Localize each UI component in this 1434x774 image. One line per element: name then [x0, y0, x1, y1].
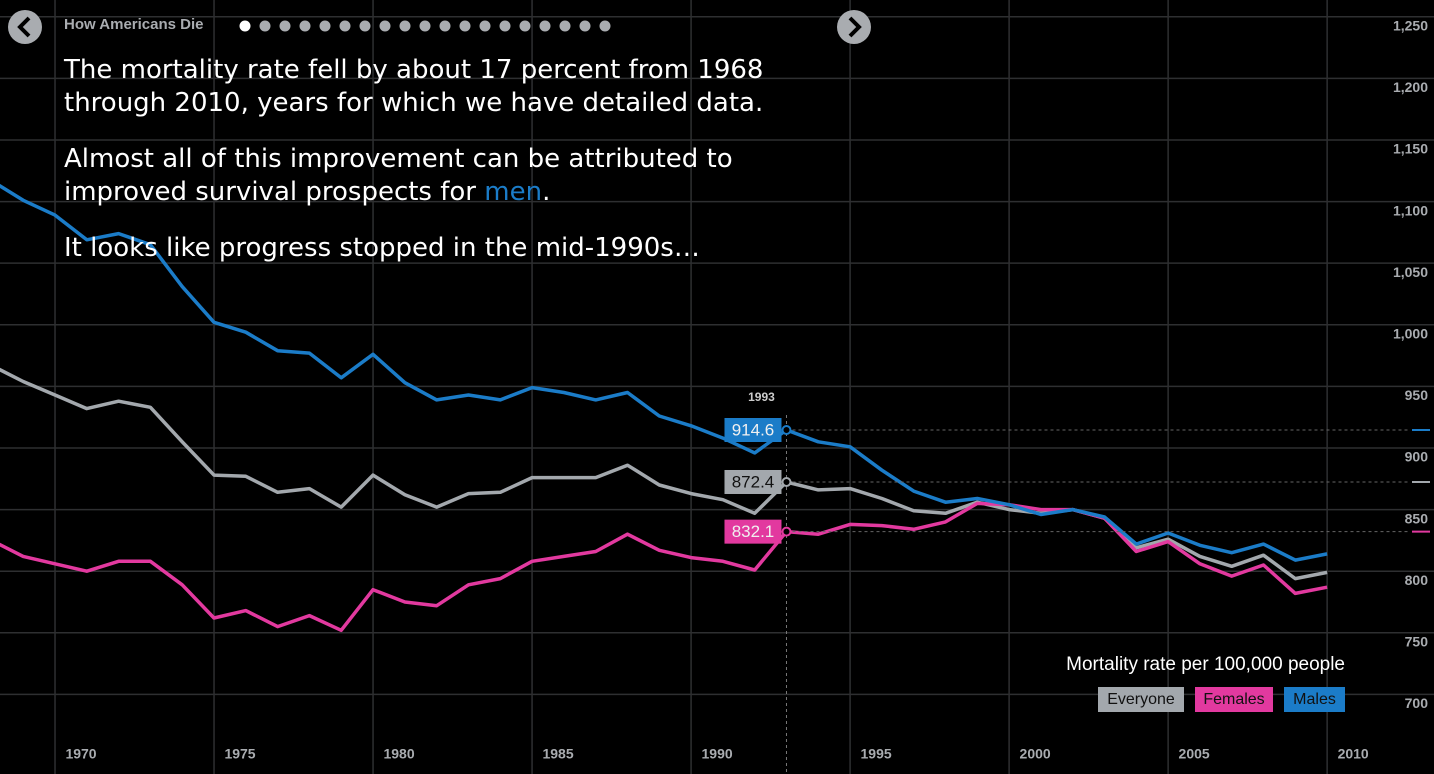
story-title: How Americans Die	[64, 16, 204, 33]
x-tick-label: 2000	[1020, 746, 1051, 762]
step-dot[interactable]	[479, 20, 491, 32]
paragraph-text: men	[484, 177, 543, 207]
y-tick-label: 1,200	[1393, 79, 1428, 95]
step-dot[interactable]	[379, 20, 391, 32]
y-tick-label: 750	[1405, 634, 1429, 650]
step-dot[interactable]	[239, 20, 251, 32]
y-tick-label: 1,100	[1393, 202, 1428, 218]
legend-label: Females	[1203, 691, 1264, 708]
step-dot[interactable]	[259, 20, 271, 32]
legend-swatch[interactable]	[1195, 687, 1273, 712]
y-tick-label: 1,250	[1393, 17, 1428, 33]
series-line	[0, 501, 1328, 633]
legend-swatch[interactable]	[1098, 687, 1184, 712]
overlay: 1993 872.4 832.1 914.6 Mortality rate per 10…	[724, 390, 1430, 774]
x-tick-label: 2005	[1179, 746, 1210, 762]
y-tick-label: 1,000	[1393, 325, 1428, 341]
paragraph: The mortality rate fell by about 17 perc…	[64, 54, 764, 120]
paragraph-text: Almost all of this improvement can be at…	[64, 144, 733, 207]
step-dot[interactable]	[559, 20, 571, 32]
legend-label: Everyone	[1107, 691, 1175, 708]
step-dot[interactable]	[499, 20, 511, 32]
step-dot[interactable]	[399, 20, 411, 32]
y-tick-label: 800	[1405, 572, 1429, 588]
point	[781, 526, 792, 537]
step-dot[interactable]	[539, 20, 551, 32]
next-arrow	[848, 16, 862, 38]
step-dot[interactable]	[579, 20, 591, 32]
axis-title: Mortality rate per 100,000 people	[1066, 654, 1345, 675]
legend-swatch[interactable]	[1284, 687, 1345, 712]
step-dot[interactable]	[299, 20, 311, 32]
y-tick-label: 900	[1405, 449, 1429, 465]
y-tick-label: 1,050	[1393, 264, 1428, 280]
x-tick-label: 1970	[65, 746, 96, 762]
step-dot[interactable]	[459, 20, 471, 32]
step-dots	[239, 20, 611, 32]
paragraph: Almost all of this improvement can be at…	[64, 143, 764, 209]
x-tick-label: 2010	[1338, 746, 1369, 762]
next-button[interactable]	[837, 10, 871, 44]
paragraph-text: It looks like progress stopped in the mi…	[64, 233, 700, 263]
legend-label: Males	[1293, 691, 1336, 708]
step-dot[interactable]	[439, 20, 451, 32]
value-label-box	[724, 469, 782, 494]
value-label-box	[724, 418, 782, 442]
step-dot[interactable]	[339, 20, 351, 32]
point	[781, 425, 792, 435]
lines	[0, 183, 1328, 633]
step-dot[interactable]	[599, 20, 611, 32]
y-tick-label: 700	[1405, 695, 1429, 711]
y-tick-label: 950	[1405, 387, 1429, 403]
x-tick-label: 1975	[224, 746, 255, 762]
value-label: 832.1	[732, 522, 775, 541]
step-dot[interactable]	[359, 20, 371, 32]
step-dot[interactable]	[319, 20, 331, 32]
point	[781, 476, 792, 487]
series-line	[0, 367, 1328, 581]
x-tick-label: 1990	[702, 746, 733, 762]
paragraph: It looks like progress stopped in the mi…	[64, 232, 764, 265]
x-tick-label: 1985	[542, 746, 573, 762]
y-tick-label: 1,150	[1393, 141, 1428, 157]
back-button[interactable]	[8, 10, 42, 44]
paragraph-text: The mortality rate fell by about 17 perc…	[64, 55, 764, 118]
x-tick-label: 1980	[383, 746, 414, 762]
x-tick-label: 1995	[861, 746, 892, 762]
story-text: The mortality rate fell by about 17 perc…	[64, 54, 764, 288]
value-label: 914.6	[732, 420, 775, 439]
series-line	[0, 183, 1328, 562]
y-tick-label: 850	[1405, 510, 1429, 526]
back-arrow	[17, 16, 31, 38]
step-dot[interactable]	[519, 20, 531, 32]
value-label-box	[724, 519, 782, 544]
step-dot[interactable]	[279, 20, 291, 32]
step-dot[interactable]	[419, 20, 431, 32]
value-label: 872.4	[732, 472, 775, 491]
paragraph-text: .	[542, 177, 551, 207]
cursor-label: 1993	[748, 390, 775, 404]
